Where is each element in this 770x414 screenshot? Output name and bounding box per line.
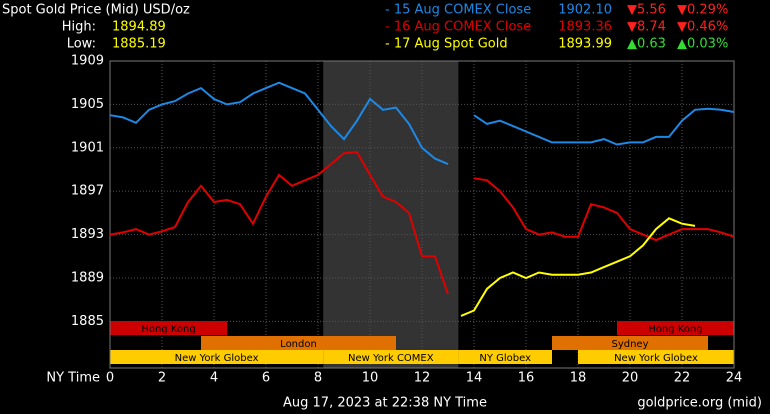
session-label: New York COMEX	[348, 353, 434, 364]
x-tick-label: 10	[362, 371, 379, 386]
x-tick-label: 6	[262, 371, 270, 386]
session-bar	[323, 350, 459, 364]
session-bar	[110, 350, 324, 364]
session-bar	[552, 336, 708, 350]
high-value: 1894.89	[112, 20, 166, 35]
source: goldprice.org (mid)	[637, 396, 762, 411]
session-shade	[323, 61, 459, 368]
x-tick-label: 18	[570, 371, 587, 386]
x-tick-label: 20	[622, 371, 639, 386]
price-line	[109, 151, 735, 295]
legend-price: 1893.36	[558, 20, 612, 35]
legend-price: 1902.10	[558, 3, 612, 18]
y-tick-label: 1909	[71, 54, 104, 69]
price-line	[460, 217, 696, 317]
y-tick-label: 1885	[71, 314, 104, 329]
session-label: New York Globex	[614, 353, 698, 364]
legend-change: ▼5.56	[627, 3, 666, 18]
x-tick-label: 0	[106, 371, 114, 386]
legend-price: 1893.99	[558, 37, 612, 52]
legend-pct: ▼0.29%	[677, 3, 728, 18]
legend-pct: ▼0.46%	[677, 20, 728, 35]
session-bar	[110, 321, 227, 335]
session-label: Hong Kong	[141, 324, 195, 335]
legend-pct: ▲0.03%	[677, 37, 728, 52]
low-label: Low:	[67, 37, 96, 52]
y-tick-label: 1905	[71, 97, 104, 112]
x-axis-label: NY Time	[46, 371, 100, 386]
legend-name: - 16 Aug COMEX Close	[385, 20, 531, 35]
session-label: NY Globex	[479, 353, 531, 364]
x-tick-label: 14	[466, 371, 483, 386]
legend-name: - 17 Aug Spot Gold	[385, 37, 508, 52]
x-tick-label: 4	[210, 371, 218, 386]
session-label: London	[280, 339, 317, 350]
x-tick-label: 24	[726, 371, 743, 386]
timestamp: Aug 17, 2023 at 22:38 NY Time	[283, 396, 487, 411]
y-tick-label: 1889	[71, 270, 104, 285]
legend-change: ▲0.63	[627, 37, 666, 52]
x-tick-label: 22	[674, 371, 691, 386]
legend-change: ▼8.74	[627, 20, 666, 35]
y-tick-label: 1901	[71, 140, 104, 155]
y-tick-label: 1893	[71, 227, 104, 242]
session-bar	[458, 350, 552, 364]
plot-frame	[109, 60, 735, 369]
x-tick-label: 12	[414, 371, 431, 386]
y-tick-label: 1897	[71, 184, 104, 199]
low-value: 1885.19	[112, 37, 166, 52]
x-tick-label: 2	[158, 371, 166, 386]
x-tick-label: 16	[518, 371, 535, 386]
session-bar	[578, 350, 734, 364]
price-line	[109, 81, 735, 166]
chart-title: Spot Gold Price (Mid) USD/oz	[2, 3, 190, 18]
x-tick-label: 8	[314, 371, 322, 386]
session-label: Sydney	[611, 339, 648, 350]
session-label: New York Globex	[175, 353, 259, 364]
legend-name: - 15 Aug COMEX Close	[385, 3, 531, 18]
session-label: Hong Kong	[648, 324, 702, 335]
session-bar	[201, 336, 396, 350]
session-bar	[617, 321, 734, 335]
high-label: High:	[62, 20, 96, 35]
